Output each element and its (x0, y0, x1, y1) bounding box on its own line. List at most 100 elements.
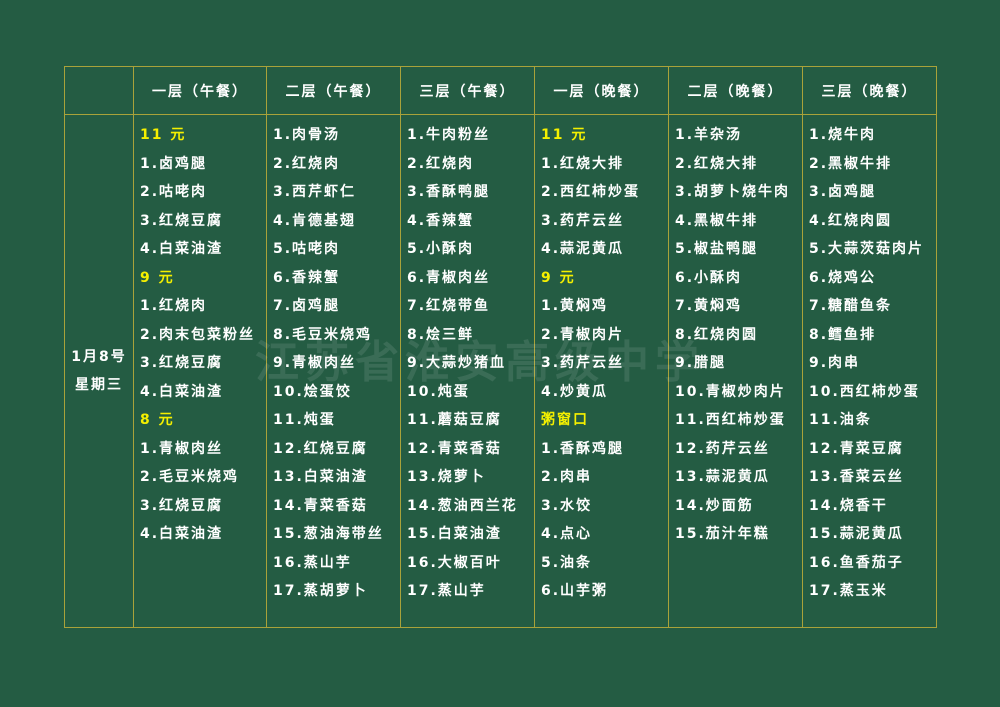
menu-item: 13.香菜云丝 (809, 469, 904, 485)
menu-item: 3.胡萝卜烧牛肉 (675, 184, 791, 200)
menu-item: 16.大椒百叶 (407, 554, 502, 571)
menu-item: 13.白菜油渣 (273, 469, 368, 485)
menu-item: 12.药芹云丝 (675, 440, 770, 457)
section-heading: 9 元 (541, 269, 576, 286)
menu-item: 10.炖蛋 (407, 383, 470, 400)
menu-item: 1.羊杂汤 (675, 127, 743, 143)
menu-item: 6.烧鸡公 (809, 269, 877, 286)
menu-item: 16.鱼香茄子 (809, 554, 904, 571)
section-heading: 粥窗口 (541, 412, 589, 428)
menu-item: 8.红烧肉圆 (675, 326, 759, 343)
menu-item: 8.毛豆米烧鸡 (273, 326, 373, 343)
menu-item: 2.红烧肉 (273, 155, 341, 172)
menu-column: 1.烧牛肉 2.黑椒牛排 3.卤鸡腿 4.红烧肉圆 5.大蒜茨菇肉片 6.烧鸡公 7.糖醋鱼… (802, 114, 937, 628)
menu-item: 2.肉末包菜粉丝 (140, 326, 256, 343)
header-cell: 一层（午餐） (133, 66, 267, 115)
menu-item: 2.肉串 (541, 469, 593, 485)
menu-item: 4.蒜泥黄瓜 (541, 241, 625, 257)
menu-item: 4.香辣蟹 (407, 212, 475, 229)
section-heading: 8 元 (140, 412, 175, 428)
menu-item: 12.青菜豆腐 (809, 440, 904, 457)
menu-item: 10.烩蛋饺 (273, 383, 352, 400)
menu-item: 3.红烧豆腐 (140, 497, 224, 514)
menu-item: 15.茄汁年糕 (675, 526, 770, 542)
menu-item: 3.红烧豆腐 (140, 212, 224, 229)
menu-item: 6.山芋粥 (541, 583, 609, 599)
menu-item: 10.青椒炒肉片 (675, 383, 786, 400)
menu-item: 2.毛豆米烧鸡 (140, 469, 240, 485)
section-heading: 11 元 (541, 127, 588, 143)
menu-item: 2.红烧肉 (407, 155, 475, 172)
menu-item: 16.蒸山芋 (273, 554, 352, 571)
menu-item: 15.蒜泥黄瓜 (809, 526, 904, 542)
menu-item: 1.红烧肉 (140, 298, 208, 314)
menu-item: 12.青菜香菇 (407, 440, 502, 457)
header-cell: 三层（午餐） (400, 66, 535, 115)
section-heading: 11 元 (140, 127, 187, 143)
menu-item: 4.白菜油渣 (140, 383, 224, 400)
menu-item: 4.肯德基翅 (273, 212, 357, 229)
menu-item: 9.青椒肉丝 (273, 355, 357, 371)
menu-item: 1.肉骨汤 (273, 127, 341, 143)
menu-column: 11 元 1.红烧大排 2.西红柿炒蛋 3.药芹云丝 4.蒜泥黄瓜 9 元 1.黄焖鸡 2.青… (534, 114, 669, 628)
menu-item: 1.黄焖鸡 (541, 298, 609, 314)
menu-item: 3.香酥鸭腿 (407, 184, 491, 200)
menu-item: 11.西红柿炒蛋 (675, 412, 786, 428)
menu-item: 4.炒黄瓜 (541, 383, 609, 400)
menu-item: 2.西红柿炒蛋 (541, 184, 641, 200)
menu-item: 17.蒸山芋 (407, 583, 486, 599)
menu-item: 1.牛肉粉丝 (407, 127, 491, 143)
menu-item: 10.西红柿炒蛋 (809, 383, 920, 400)
menu-item: 9.大蒜炒猪血 (407, 355, 507, 371)
menu-item: 4.白菜油渣 (140, 526, 224, 542)
menu-item: 5.油条 (541, 554, 593, 571)
menu-item: 2.红烧大排 (675, 155, 759, 172)
menu-item: 14.烧香干 (809, 497, 888, 514)
menu-item: 3.水饺 (541, 497, 593, 514)
menu-item: 5.大蒜茨菇肉片 (809, 241, 925, 257)
menu-item: 6.小酥肉 (675, 269, 743, 286)
menu-item: 7.黄焖鸡 (675, 298, 743, 314)
menu-item: 17.蒸胡萝卜 (273, 583, 368, 599)
menu-item: 3.药芹云丝 (541, 355, 625, 371)
menu-item: 7.红烧带鱼 (407, 298, 491, 314)
menu-item: 3.红烧豆腐 (140, 355, 224, 371)
menu-row: 1月8号 星期三 11 元 1.卤鸡腿 2.咕咾肉 3.红烧豆腐 4.白菜油渣 9 元 1.… (64, 114, 937, 628)
menu-column: 1.羊杂汤 2.红烧大排 3.胡萝卜烧牛肉 4.黑椒牛排 5.椒盐鸭腿 6.小酥肉 7.黄焖… (668, 114, 803, 628)
menu-item: 11.炖蛋 (273, 412, 336, 428)
menu-item: 8.鳕鱼排 (809, 326, 877, 343)
menu-item: 17.蒸玉米 (809, 583, 888, 599)
menu-item: 8.烩三鲜 (407, 326, 475, 343)
header-cell: 二层（晚餐） (668, 66, 803, 115)
menu-item: 2.黑椒牛排 (809, 155, 893, 172)
menu-item: 3.药芹云丝 (541, 212, 625, 229)
menu-item: 6.青椒肉丝 (407, 269, 491, 286)
menu-item: 4.黑椒牛排 (675, 212, 759, 229)
menu-item: 1.香酥鸡腿 (541, 440, 625, 457)
date: 1月8号 (71, 348, 127, 365)
menu-column: 11 元 1.卤鸡腿 2.咕咾肉 3.红烧豆腐 4.白菜油渣 9 元 1.红烧肉 2.肉末包菜… (133, 114, 267, 628)
menu-column: 1.牛肉粉丝 2.红烧肉 3.香酥鸭腿 4.香辣蟹 5.小酥肉 6.青椒肉丝 7.红烧带鱼 8… (400, 114, 535, 628)
header-cell: 三层（晚餐） (802, 66, 937, 115)
menu-item: 7.糖醋鱼条 (809, 298, 893, 314)
menu-item: 1.红烧大排 (541, 155, 625, 172)
menu-item: 2.咕咾肉 (140, 184, 208, 200)
menu-item: 7.卤鸡腿 (273, 298, 341, 314)
menu-table: 一层（午餐） 二层（午餐） 三层（午餐） 一层（晚餐） 二层（晚餐） 三层（晚餐… (64, 66, 937, 628)
menu-item: 4.红烧肉圆 (809, 212, 893, 229)
weekday: 星期三 (75, 377, 123, 393)
menu-item: 4.白菜油渣 (140, 241, 224, 257)
menu-item: 1.卤鸡腿 (140, 155, 208, 172)
menu-item: 9.腊腿 (675, 355, 727, 371)
menu-item: 2.青椒肉片 (541, 326, 625, 343)
menu-item: 11.油条 (809, 412, 872, 428)
menu-item: 13.烧萝卜 (407, 469, 486, 485)
menu-item: 3.西芹虾仁 (273, 184, 357, 200)
menu-column: 1.肉骨汤 2.红烧肉 3.西芹虾仁 4.肯德基翅 5.咕咾肉 6.香辣蟹 7.卤鸡腿 8.毛… (266, 114, 401, 628)
menu-item: 14.炒面筋 (675, 497, 754, 514)
menu-item: 1.青椒肉丝 (140, 440, 224, 457)
header-row: 一层（午餐） 二层（午餐） 三层（午餐） 一层（晚餐） 二层（晚餐） 三层（晚餐… (64, 66, 937, 115)
menu-item: 15.葱油海带丝 (273, 526, 384, 542)
menu-item: 3.卤鸡腿 (809, 184, 877, 200)
menu-item: 9.肉串 (809, 355, 861, 371)
